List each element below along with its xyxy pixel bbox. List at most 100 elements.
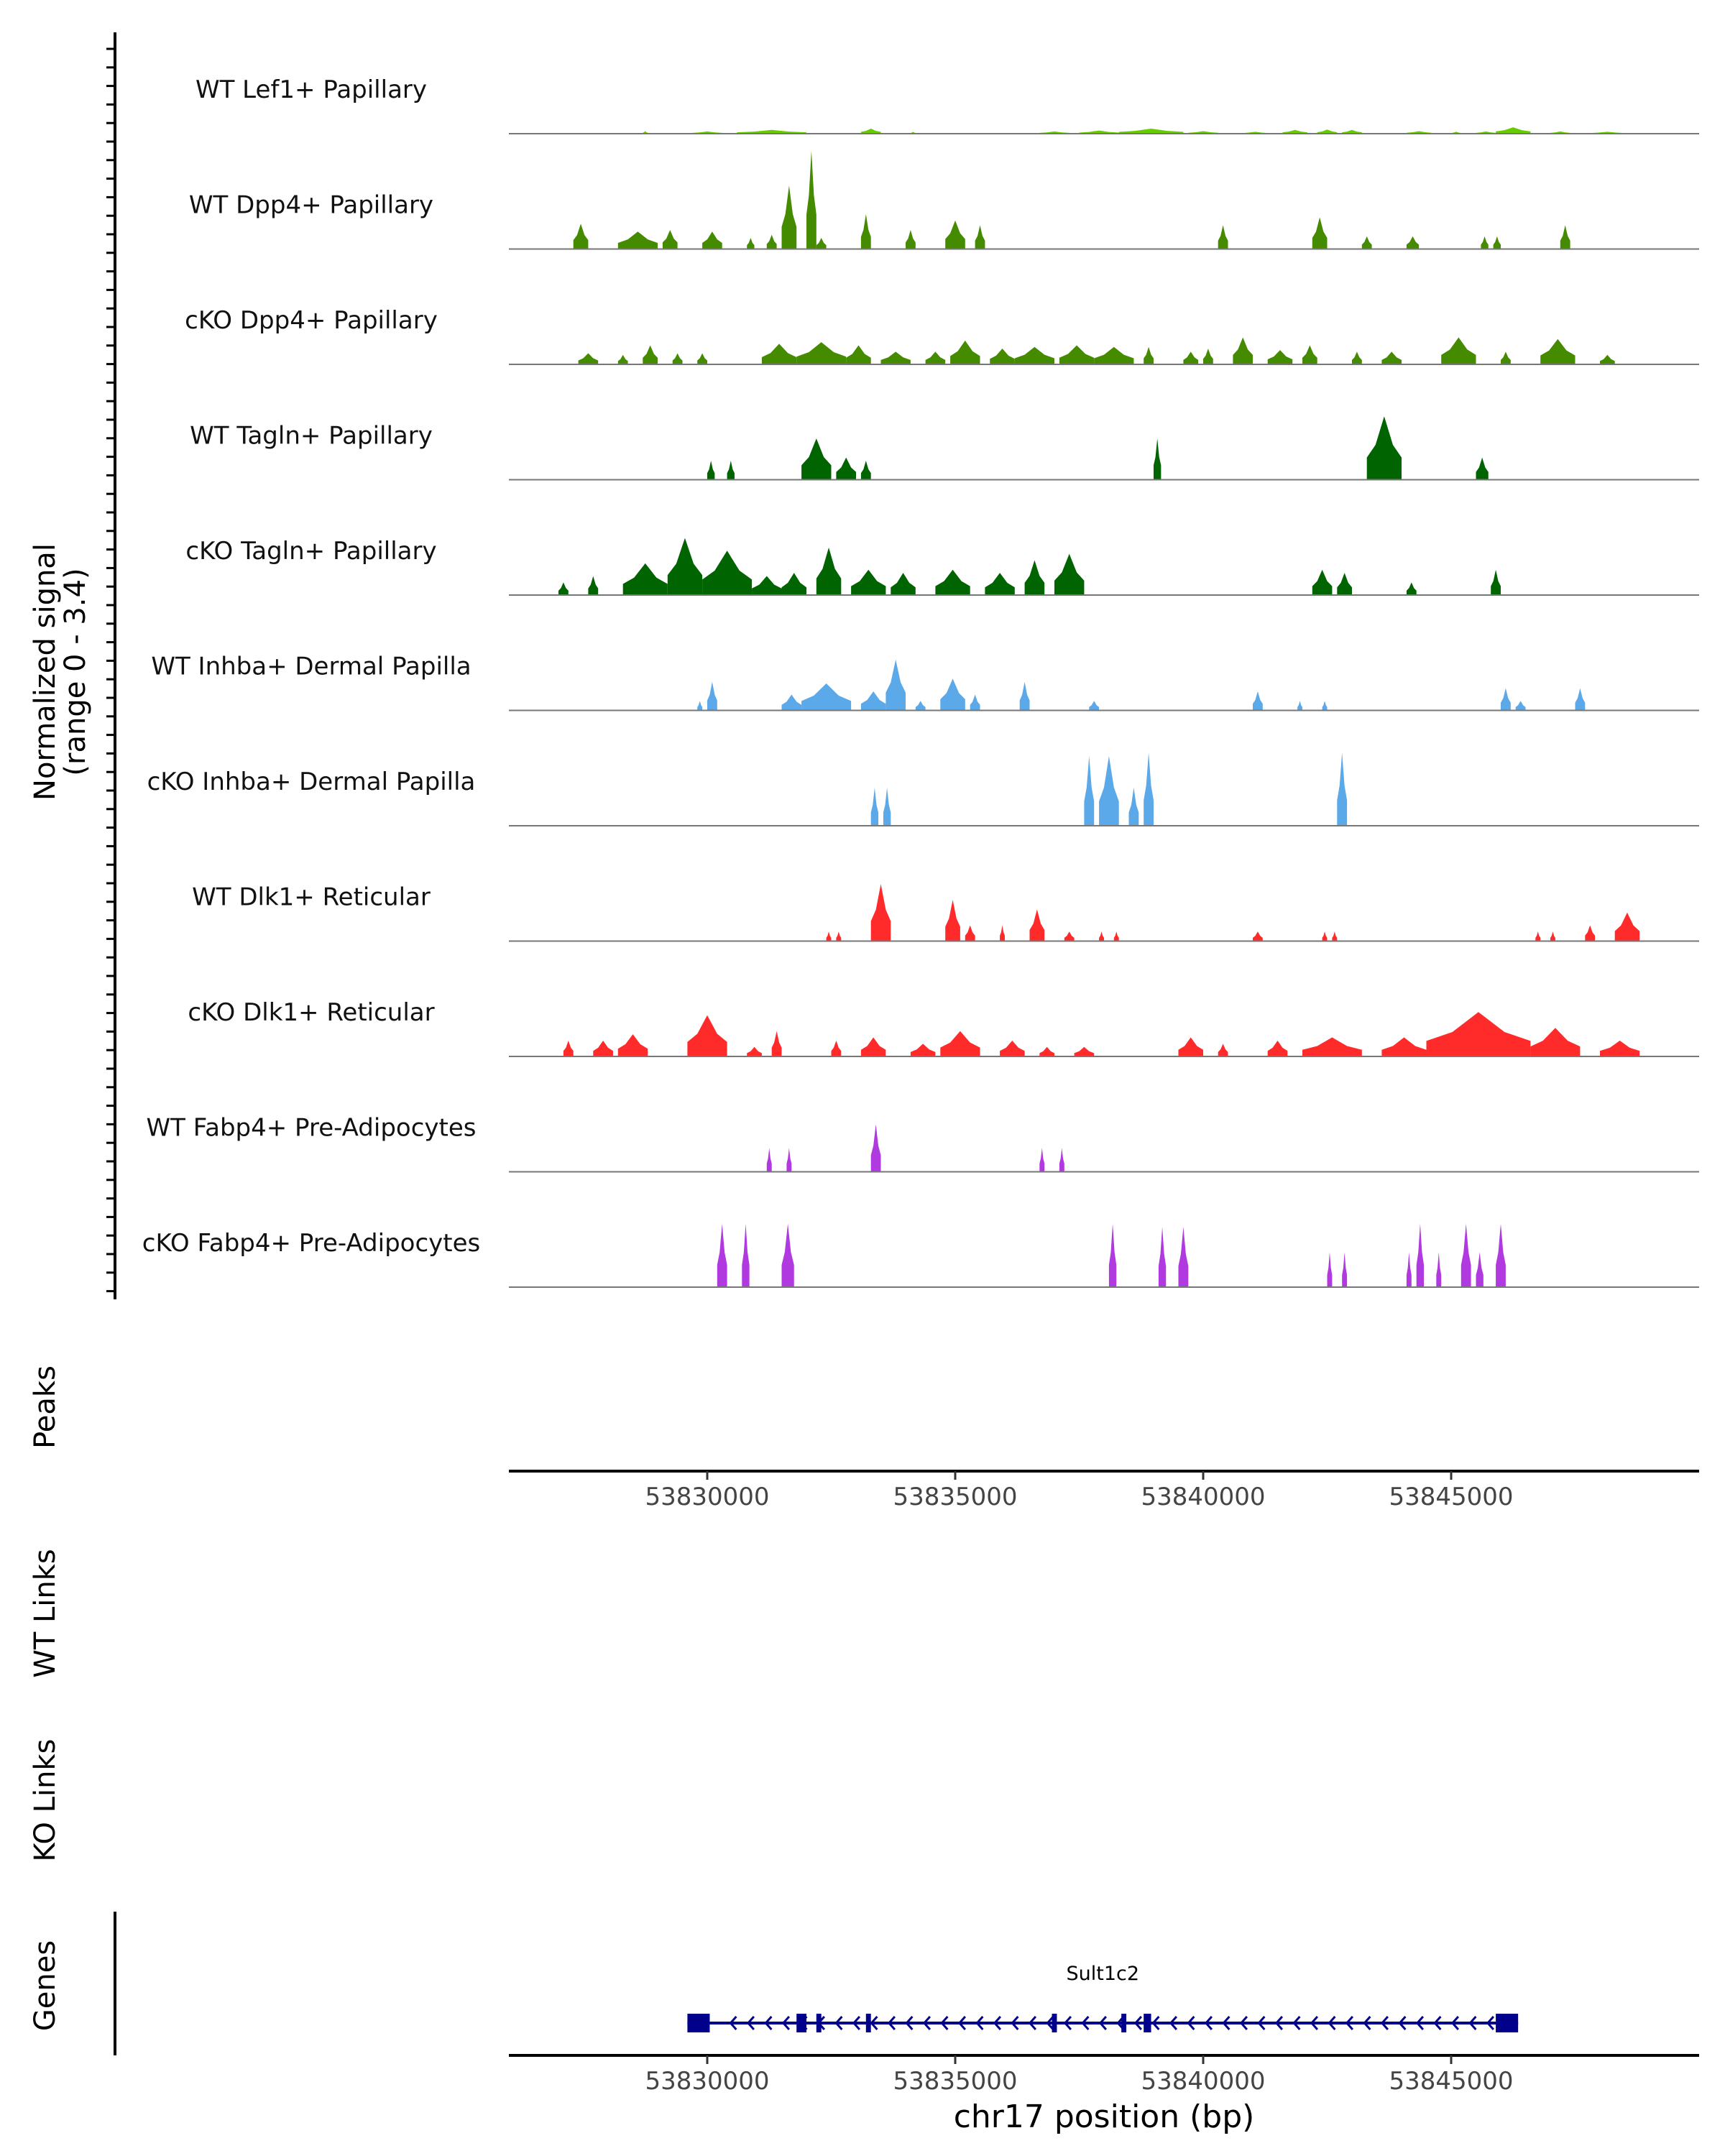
signal-axis-ticks [106, 47, 115, 1293]
signal-peak [1496, 1223, 1506, 1287]
gene-exon [1496, 2014, 1519, 2032]
signal-peak [1183, 351, 1199, 364]
strand-arrow [1433, 2016, 1442, 2030]
strand-arrow [729, 2016, 737, 2030]
strand-arrow [1310, 2016, 1319, 2030]
signal-peak [672, 353, 683, 364]
signal-peak [1614, 912, 1640, 941]
signal-peak [925, 351, 946, 364]
signal-peak [940, 1031, 980, 1056]
strand-arrow [1257, 2016, 1266, 2030]
signal-peak [1267, 350, 1293, 364]
signal-peak [1312, 569, 1333, 595]
signal-peak [1352, 351, 1362, 364]
coverage-tracks: WT Lef1+ Papillary WT Dpp4+ Papillary cKO … [142, 75, 1699, 1288]
signal-peak [831, 1040, 842, 1056]
strand-arrow [1363, 2016, 1371, 2030]
strand-arrow [922, 2016, 932, 2030]
signal-peak [1079, 130, 1119, 134]
x-tick-label: 53845000 [1389, 2067, 1513, 2096]
strand-arrow [940, 2016, 949, 2030]
signal-peak [860, 1037, 886, 1056]
signal-peak [950, 340, 980, 364]
signal-peak [870, 1124, 881, 1172]
signal-peak [781, 185, 797, 249]
signal-peak [1158, 1227, 1167, 1287]
signal-peak [702, 231, 722, 249]
signal-peak [747, 238, 755, 249]
signal-peak [1332, 931, 1338, 941]
signal-peak [1406, 236, 1420, 249]
signal-peak [836, 457, 856, 480]
x-axis-title: chr17 position (bp) [954, 2099, 1255, 2135]
signal-peak [617, 354, 628, 364]
signal-peak [707, 461, 715, 480]
signal-peak [1178, 1227, 1189, 1287]
strand-arrow [764, 2016, 773, 2030]
genes-x-axis-ticks: 53830000 53835000 53840000 53845000 [645, 2055, 1514, 2096]
track-label: WT Dlk1+ Reticular [192, 883, 431, 912]
strand-arrow [1063, 2016, 1072, 2030]
signal-peak [1476, 1252, 1484, 1287]
gene-label: Sult1c2 [1067, 1963, 1140, 1985]
signal-peak [1059, 1148, 1064, 1172]
strand-arrow [1239, 2016, 1248, 2030]
signal-peak [1084, 755, 1095, 826]
signal-peak [1039, 1148, 1045, 1172]
signal-peak [860, 213, 871, 249]
strand-arrow [887, 2016, 896, 2030]
strand-arrow [1398, 2016, 1407, 2030]
strand-arrow [1187, 2016, 1195, 2030]
signal-peak [1029, 909, 1045, 941]
wt-links-track-label: WT Links [29, 1549, 62, 1677]
gene-exon [796, 2014, 806, 2032]
peaks-track-label: Peaks [29, 1365, 62, 1449]
peaks-x-axis-ticks: 53830000 53835000 53840000 53845000 [645, 1471, 1514, 1511]
signal-peak [796, 342, 847, 364]
signal-peak [1585, 925, 1596, 941]
signal-peak [622, 563, 668, 595]
signal-peak [1024, 560, 1045, 595]
signal-peak [1094, 346, 1134, 364]
signal-peak [1312, 217, 1328, 249]
signal-peak [880, 351, 911, 364]
signal-peak [883, 788, 891, 826]
strand-arrow [852, 2016, 861, 2030]
signal-peak [1267, 1040, 1288, 1056]
signal-peak [771, 1031, 782, 1056]
signal-peak [870, 788, 879, 826]
signal-peak [1099, 931, 1104, 941]
signal-peak [717, 1223, 727, 1287]
track-10: WT Fabp4+ Pre-Adipocytes [147, 1114, 1699, 1173]
strand-arrow [1380, 2016, 1389, 2030]
signal-peak [707, 681, 717, 711]
signal-peak [1282, 129, 1307, 134]
signal-peak [766, 234, 777, 249]
signal-peak [1317, 129, 1338, 134]
track-2: WT Dpp4+ Papillary [189, 150, 1699, 250]
signal-peak [1322, 931, 1328, 941]
signal-peak [1441, 337, 1476, 364]
signal-peak [1218, 225, 1228, 249]
strand-arrow [1450, 2016, 1460, 2030]
signal-peak [1361, 236, 1372, 249]
signal-peak [1099, 755, 1119, 826]
gene-exon [1052, 2014, 1057, 2032]
signal-peak [1540, 338, 1576, 364]
signal-peak [593, 1040, 613, 1056]
signal-peak [1342, 1252, 1348, 1287]
signal-peak [727, 461, 735, 480]
signal-peak [1406, 1252, 1412, 1287]
signal-peak [737, 129, 806, 134]
signal-peak [1550, 931, 1555, 941]
signal-peak [1019, 681, 1030, 711]
signal-peak [786, 1148, 792, 1172]
strand-arrow [957, 2016, 967, 2030]
gene-exon [1121, 2014, 1127, 2032]
signal-peak [781, 573, 806, 595]
x-tick-label: 53835000 [893, 2067, 1017, 2096]
signal-peak [935, 569, 970, 595]
signal-peak [781, 694, 802, 711]
gene-model [687, 2014, 1519, 2032]
signal-peak [985, 573, 1015, 595]
